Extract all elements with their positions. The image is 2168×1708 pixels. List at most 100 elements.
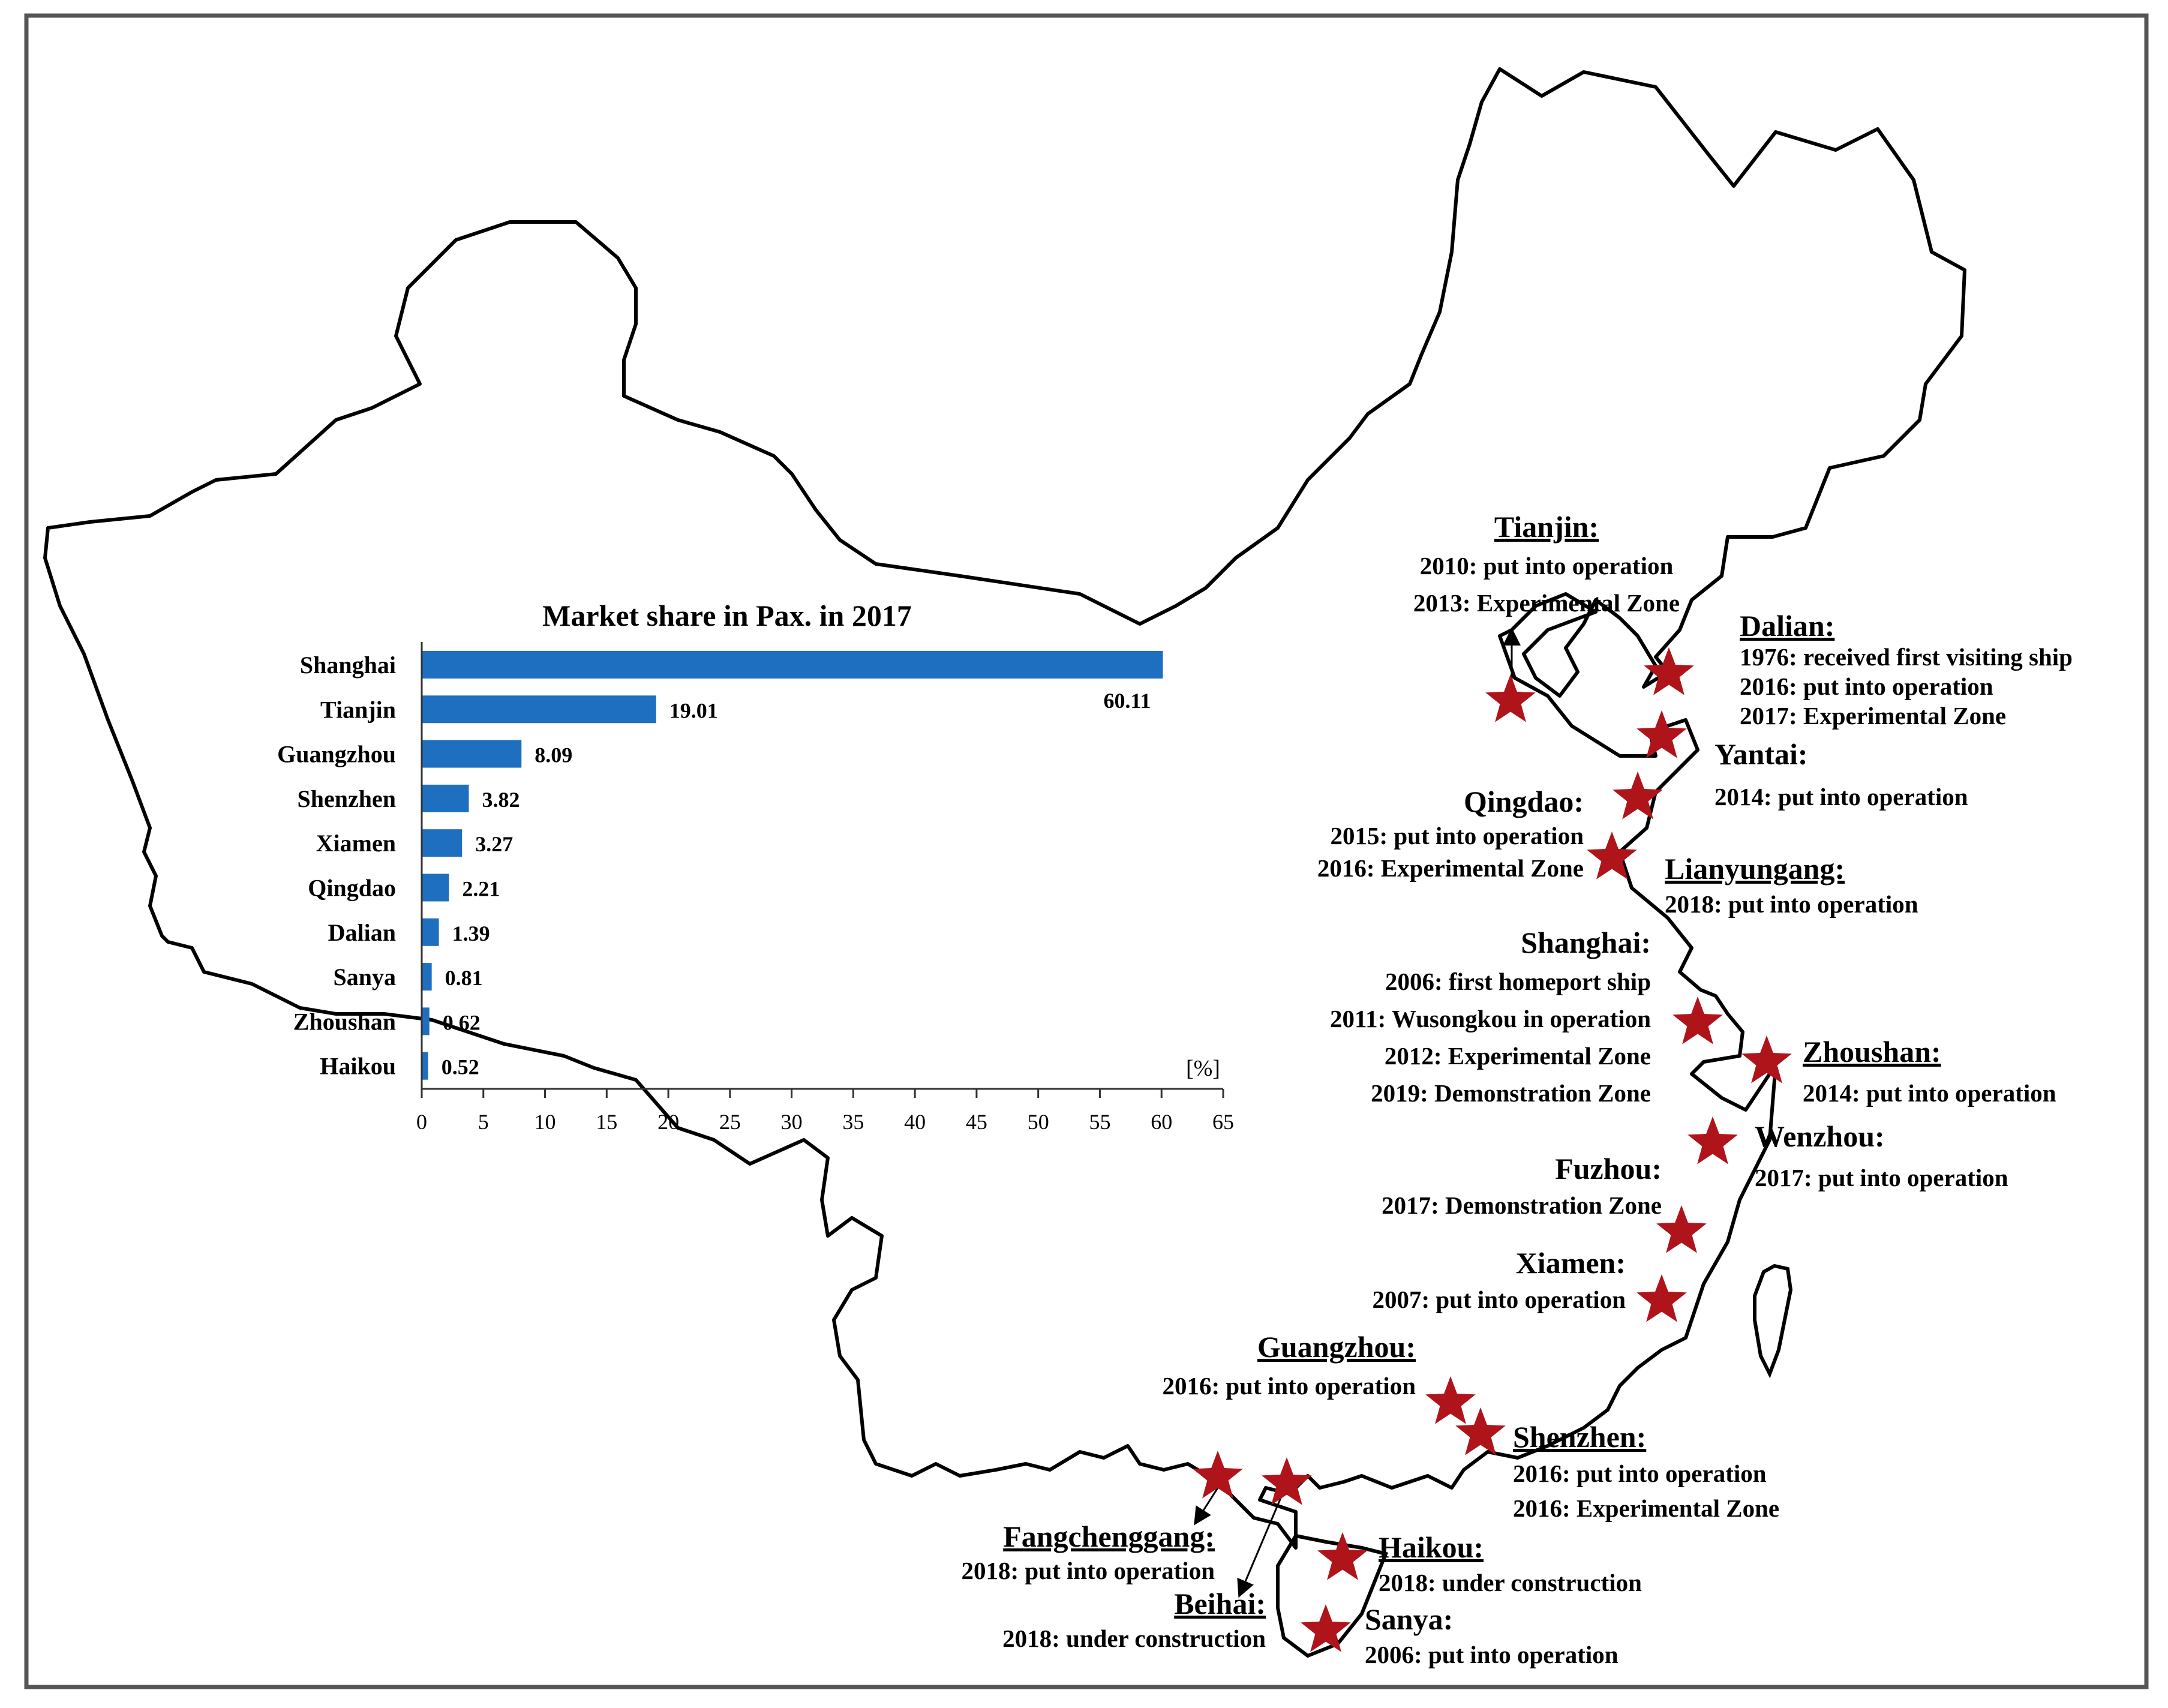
chart-bars	[422, 651, 1163, 1080]
port-event-shanghai: 2006: first homeport ship	[1385, 968, 1651, 995]
beihai-pointer	[1237, 1490, 1285, 1598]
port-name-fangchenggang: Fangchenggang:	[1003, 1520, 1215, 1553]
port-name-beihai: Beihai:	[1174, 1587, 1266, 1620]
x-axis-ticks: 0 5 10 15 20 25 30 35 40 45 50 55 60 65	[416, 1089, 1234, 1134]
star-icon	[1425, 1376, 1476, 1424]
value-label-guangzhou: 8.09	[535, 743, 572, 767]
star-icon	[1485, 674, 1536, 722]
value-label-haikou: 0.52	[442, 1055, 479, 1079]
star-icon	[1262, 1457, 1312, 1505]
port-event-yantai: 2014: put into operation	[1714, 783, 1968, 811]
x-tick-label: 55	[1089, 1110, 1110, 1134]
port-name-shanghai: Shanghai:	[1521, 926, 1651, 959]
star-icon	[1636, 710, 1687, 758]
port-name-guangzhou: Guangzhou:	[1257, 1330, 1416, 1364]
bar-haikou	[422, 1052, 428, 1080]
value-labels: 60.11 19.01 8.09 3.82 3.27 2.21 1.39 0.81 0.62 0.…	[442, 689, 1151, 1079]
star-icon	[1636, 1274, 1687, 1322]
port-event-shanghai: 2011: Wusongkou in operation	[1330, 1005, 1651, 1032]
x-tick-label: 10	[535, 1110, 556, 1134]
port-event-wenzhou: 2017: put into operation	[1755, 1164, 2008, 1191]
bar-guangzhou	[422, 740, 522, 768]
port-event-shanghai: 2012: Experimental Zone	[1385, 1042, 1651, 1070]
bar-zhoushan	[422, 1007, 430, 1035]
port-name-qingdao: Qingdao:	[1464, 785, 1584, 818]
star-icon	[1317, 1532, 1368, 1580]
star-icon	[1613, 772, 1663, 820]
port-name-tianjin: Tianjin:	[1494, 510, 1599, 544]
category-label-tianjin: Tianjin	[320, 696, 396, 723]
port-event-fuzhou: 2017: Demonstration Zone	[1382, 1191, 1662, 1219]
value-label-sanya: 0.81	[445, 966, 483, 990]
value-label-shenzhen: 3.82	[482, 788, 520, 812]
port-event-lianyungang: 2018: put into operation	[1665, 890, 1918, 918]
x-tick-label: 60	[1151, 1110, 1172, 1134]
taiwan-outline	[1753, 1263, 1793, 1379]
figure-frame	[24, 13, 2149, 1689]
x-tick-label: 45	[966, 1110, 987, 1134]
category-label-guangzhou: Guangzhou	[277, 741, 396, 768]
port-event-shanghai: 2019: Demonstration Zone	[1371, 1079, 1651, 1107]
star-icon	[1741, 1035, 1792, 1083]
port-markers	[1193, 647, 1792, 1652]
category-labels: Shanghai Tianjin Guangzhou Shenzhen Xiamen Qi…	[277, 652, 396, 1080]
port-name-haikou: Haikou:	[1379, 1530, 1484, 1564]
category-label-haikou: Haikou	[320, 1053, 396, 1080]
x-tick-label: 15	[596, 1110, 617, 1134]
star-icon	[1193, 1451, 1243, 1499]
bar-qingdao	[422, 873, 449, 902]
value-label-tianjin: 19.01	[669, 698, 718, 722]
hainan-outline	[1276, 1533, 1389, 1658]
bar-shenzhen	[422, 784, 469, 812]
x-tick-label: 30	[781, 1110, 803, 1134]
port-event-haikou: 2018: under construction	[1379, 1569, 1642, 1596]
category-label-shanghai: Shanghai	[300, 652, 396, 679]
port-event-tianjin: 2013: Experimental Zone	[1413, 589, 1680, 617]
port-event-tianjin: 2010: put into operation	[1420, 552, 1674, 580]
port-event-shenzhen: 2016: Experimental Zone	[1513, 1494, 1779, 1522]
port-name-lianyungang: Lianyungang:	[1665, 852, 1845, 885]
value-label-xiamen: 3.27	[475, 832, 513, 856]
fangchenggang-pointer	[1194, 1487, 1219, 1526]
port-name-dalian: Dalian:	[1740, 609, 1834, 643]
star-icon	[1644, 647, 1694, 695]
x-tick-label: 65	[1212, 1110, 1234, 1134]
port-event-zhoushan: 2014: put into operation	[1803, 1079, 2056, 1107]
port-event-qingdao: 2015: put into operation	[1330, 822, 1584, 850]
value-label-dalian: 1.39	[452, 921, 490, 945]
star-icon	[1301, 1604, 1351, 1652]
port-event-shenzhen: 2016: put into operation	[1513, 1460, 1767, 1487]
bar-xiamen	[422, 829, 463, 857]
port-event-fangchenggang: 2018: put into operation	[961, 1557, 1215, 1584]
category-label-qingdao: Qingdao	[308, 875, 396, 902]
port-event-dalian: 1976: received first visiting ship	[1740, 643, 2073, 671]
x-tick-label: 40	[904, 1110, 926, 1134]
x-axis-unit-label: [%]	[1186, 1056, 1220, 1081]
x-tick-label: 5	[478, 1110, 489, 1134]
port-name-zhoushan: Zhoushan:	[1803, 1035, 1941, 1068]
value-label-zhoushan: 0.62	[443, 1010, 481, 1034]
star-icon	[1672, 996, 1723, 1044]
port-event-dalian: 2017: Experimental Zone	[1740, 702, 2006, 730]
port-name-sanya: Sanya:	[1365, 1602, 1453, 1636]
star-icon	[1455, 1407, 1506, 1455]
x-tick-label: 35	[842, 1110, 864, 1134]
x-tick-label: 0	[416, 1110, 427, 1134]
bar-shanghai	[422, 651, 1163, 679]
port-name-shenzhen: Shenzhen:	[1513, 1420, 1646, 1454]
star-icon	[1587, 832, 1637, 879]
bar-tianjin	[422, 695, 656, 724]
star-icon	[1687, 1116, 1738, 1164]
port-event-dalian: 2016: put into operation	[1740, 673, 1993, 700]
x-tick-label: 25	[719, 1110, 741, 1134]
port-event-xiamen: 2007: put into operation	[1372, 1286, 1626, 1313]
port-annotations: Tianjin: 2010: put into operation 2013: Ex…	[961, 510, 2073, 1668]
port-event-qingdao: 2016: Experimental Zone	[1317, 854, 1584, 882]
port-name-xiamen: Xiamen:	[1516, 1246, 1626, 1280]
chart-title: Market share in Pax. in 2017	[542, 599, 912, 632]
category-label-xiamen: Xiamen	[316, 830, 396, 857]
bar-sanya	[422, 963, 432, 991]
port-event-sanya: 2006: put into operation	[1365, 1641, 1619, 1668]
